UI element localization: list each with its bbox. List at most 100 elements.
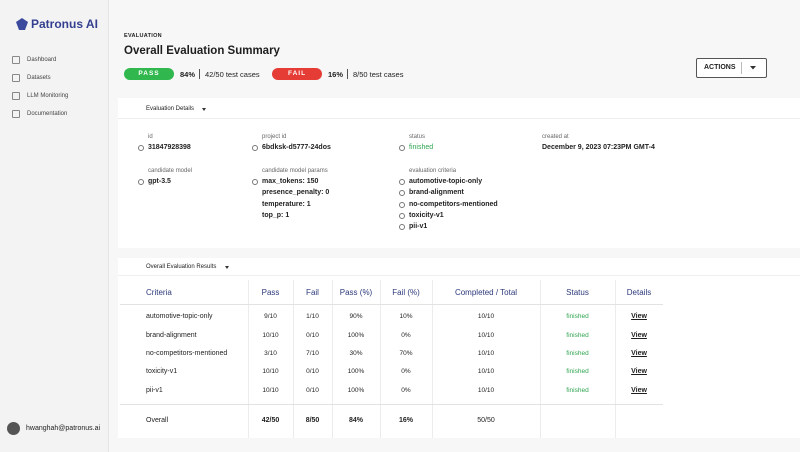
field-value: toxicity-v1 <box>409 211 444 219</box>
actions-button[interactable]: ACTIONS <box>696 58 767 78</box>
total-cell: 42/50 <box>261 417 280 424</box>
table-cell: 10/10 <box>477 313 495 320</box>
search-icon <box>138 145 144 151</box>
table-cell: 7/10 <box>306 350 319 357</box>
column-line <box>540 280 541 438</box>
field-value: 6bdksk-d5777-24dos <box>262 144 331 151</box>
column-header: Pass <box>261 288 280 297</box>
results-card: Overall Evaluation Results Criteria Pass Fa… <box>118 258 800 438</box>
field-label: project id <box>262 134 287 140</box>
pass-percent: 84% <box>180 70 196 79</box>
field-label: candidate model params <box>262 168 328 174</box>
table-cell: 70% <box>399 350 413 357</box>
separator <box>199 69 200 79</box>
column-line <box>332 280 333 438</box>
nav-item[interactable]: Dashboard <box>27 57 57 63</box>
caret[interactable] <box>225 266 229 269</box>
nav-icon[interactable] <box>12 92 20 100</box>
search-icon <box>399 145 405 151</box>
column-header: Details <box>626 288 652 297</box>
field-value: 31847928398 <box>148 144 191 151</box>
table-cell: 0% <box>401 332 411 339</box>
field-value: December 9, 2023 07:23PM GMT-4 <box>542 144 655 151</box>
view-link[interactable]: View <box>631 332 647 339</box>
table-cell: 30% <box>349 350 363 357</box>
search-icon <box>399 201 405 208</box>
actions-label: ACTIONS <box>704 64 736 71</box>
total-cell: 84% <box>348 417 364 424</box>
table-cell: 0% <box>401 387 411 394</box>
table-cell: pii-v1 <box>146 387 163 394</box>
nav-item[interactable]: LLM Monitoring <box>27 93 69 99</box>
field-label: evaluation criteria <box>409 168 457 174</box>
page-title: Overall Evaluation Summary <box>124 45 280 57</box>
field-value: automotive-topic-only <box>409 178 483 185</box>
table-cell: 10/10 <box>262 387 279 394</box>
table-cell: no-competitors-mentioned <box>146 350 228 357</box>
table-cell: 10/10 <box>477 350 495 357</box>
view-link[interactable]: View <box>631 368 647 375</box>
column-line <box>248 280 249 438</box>
column-line <box>615 280 616 438</box>
search-icon <box>252 145 258 151</box>
total-cell: Overall <box>146 417 169 424</box>
field-value: presence_penalty: 0 <box>262 189 330 197</box>
table-cell: finished <box>566 350 589 357</box>
view-link[interactable]: View <box>631 387 647 394</box>
avatar[interactable] <box>7 422 20 435</box>
table-cell: 1/10 <box>306 313 319 320</box>
field-label: candidate model <box>148 168 193 174</box>
separator <box>347 69 348 79</box>
nav-item[interactable]: Documentation <box>27 111 68 117</box>
table-cell: 100% <box>347 368 365 375</box>
field-value: brand-alignment <box>409 189 464 197</box>
divider <box>741 62 742 74</box>
table-cell: 10% <box>399 313 413 320</box>
table-cell: 10/10 <box>262 368 279 375</box>
nav-icon[interactable] <box>12 74 20 82</box>
field-value: finished <box>409 144 434 151</box>
table-cell: automotive-topic-only <box>146 313 213 320</box>
logo: Patronus AI <box>31 17 98 31</box>
table-cell: 100% <box>347 387 365 394</box>
total-cell: 8/50 <box>305 417 320 424</box>
column-header: Fail (%) <box>392 288 420 297</box>
nav-item[interactable]: Datasets <box>27 75 51 81</box>
table-cell: 0/10 <box>306 368 319 375</box>
fail-cases: 8/50 test cases <box>353 70 404 79</box>
divider <box>118 118 800 119</box>
table-cell: finished <box>566 332 589 339</box>
field-label: id <box>148 134 153 140</box>
section-title[interactable]: Evaluation Details <box>146 106 195 112</box>
caret[interactable] <box>202 108 206 111</box>
table-cell: 100% <box>347 332 365 339</box>
section-title[interactable]: Overall Evaluation Results <box>146 264 217 270</box>
field-value: top_p: 1 <box>262 211 290 219</box>
fail-percent: 16% <box>328 70 344 79</box>
total-cell: 16% <box>398 417 414 424</box>
table-cell: 0/10 <box>306 332 319 339</box>
column-line <box>380 280 381 438</box>
pass-badge: PASS <box>124 68 174 80</box>
table-cell: 0/10 <box>306 387 319 394</box>
field-value: max_tokens: 150 <box>262 178 319 185</box>
nav-icon[interactable] <box>12 110 20 118</box>
column-header: Completed / Total <box>454 288 518 297</box>
column-header: Criteria <box>146 288 172 297</box>
search-icon <box>252 179 258 185</box>
details-card: Evaluation Details id 31847928398 project i… <box>118 98 800 248</box>
nav-icon[interactable] <box>12 56 20 64</box>
column-header: Pass (%) <box>339 288 373 297</box>
view-link[interactable]: View <box>631 350 647 357</box>
view-link[interactable]: View <box>631 313 647 320</box>
search-icon <box>399 224 405 231</box>
caret[interactable] <box>750 66 756 70</box>
total-cell: 50/50 <box>477 417 495 424</box>
user-email[interactable]: hwanghah@patronus.ai <box>26 425 101 432</box>
column-line <box>432 280 433 438</box>
table-cell: 90% <box>349 313 363 320</box>
table-cell: toxicity-v1 <box>146 368 178 375</box>
divider <box>118 275 800 276</box>
